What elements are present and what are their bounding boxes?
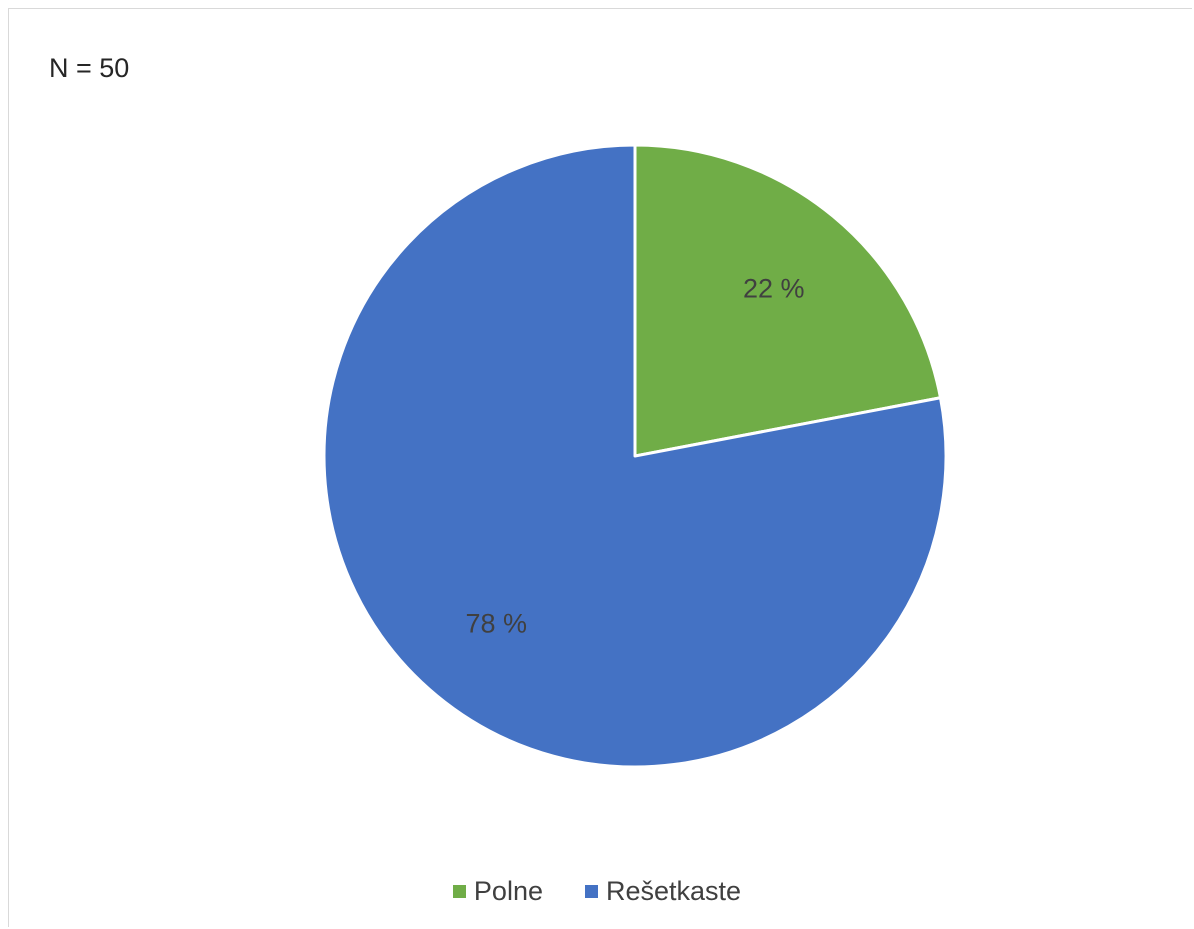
pie-slice-polne[interactable] (633, 143, 942, 458)
legend-label-polne: Polne (473, 876, 543, 906)
legend-item-resetkaste[interactable]: Rešetkaste (584, 876, 742, 907)
legend-label-resetkaste: Rešetkaste (605, 876, 742, 906)
legend-swatch-polne (452, 885, 466, 898)
legend: Polne Rešetkaste (0, 876, 1194, 907)
data-label-polne: 22 % (743, 273, 805, 303)
pie-data-labels: 22 % 78 % (465, 273, 804, 638)
pie-slice-re-etkaste[interactable] (322, 143, 948, 769)
data-label-re-etkaste: 78 % (465, 609, 527, 639)
legend-item-polne[interactable]: Polne (452, 876, 543, 907)
legend-swatch-resetkaste (584, 885, 598, 898)
pie-slices (322, 143, 948, 769)
sample-size-annotation: N = 50 (49, 53, 130, 83)
